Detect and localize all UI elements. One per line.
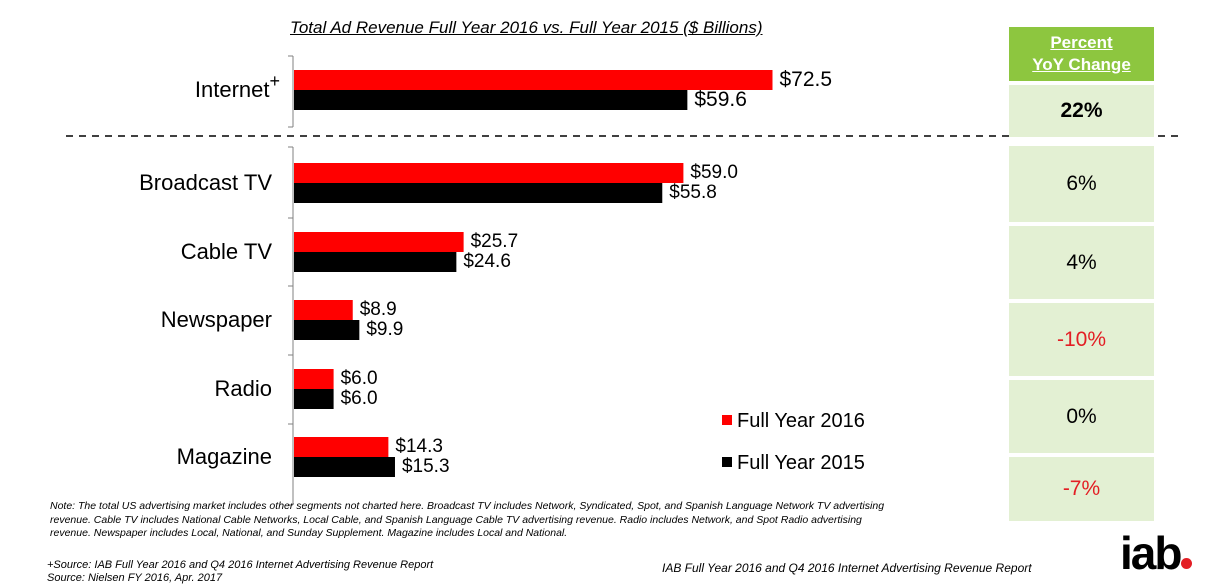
internet-superscript: + (269, 71, 280, 91)
legend-swatch-red (722, 414, 732, 425)
data-label: $8.9 (359, 299, 397, 320)
bar-broadcast-tv-2016 (294, 163, 684, 183)
logo-dot (1181, 558, 1193, 569)
bar-cable-tv-2015 (294, 252, 457, 272)
yoy-header-line1: Percent (1050, 33, 1113, 52)
footer-report-title: IAB Full Year 2016 and Q4 2016 Internet … (662, 561, 1032, 575)
legend-swatch-black (722, 456, 732, 467)
legend-item-2015: Full Year 2015 (722, 452, 865, 475)
bar-broadcast-tv-2015 (294, 183, 663, 203)
footnote: Note: The total US advertising market in… (50, 500, 885, 539)
legend-label-2015: Full Year 2015 (737, 452, 865, 474)
bar-newspaper-2015 (294, 320, 360, 340)
bar-newspaper-2016 (294, 300, 353, 320)
data-label: $55.8 (669, 182, 717, 203)
source-line-2: Source: Nielsen FY 2016, Apr. 2017 (47, 572, 223, 584)
yoy-header-line2: YoY Change (1032, 55, 1131, 74)
data-label: $59.6 (694, 88, 747, 111)
legend-item-2016: Full Year 2016 (722, 410, 865, 433)
category-label: Cable TV (180, 239, 272, 264)
category-label: Newspaper (160, 307, 272, 332)
chart-title: Total Ad Revenue Full Year 2016 vs. Full… (290, 18, 763, 37)
data-label: $15.3 (401, 456, 450, 477)
yoy-value: 22% (1009, 85, 1154, 137)
category-label: Internet+ (194, 71, 280, 102)
category-label: Magazine (176, 444, 272, 469)
yoy-value: -10% (1009, 303, 1154, 376)
bar-internet-2015 (294, 90, 688, 110)
bar-cable-tv-2016 (294, 232, 464, 252)
category-label: Radio (214, 376, 272, 401)
data-label: $9.9 (366, 319, 404, 340)
iab-logo: iab (1120, 527, 1193, 579)
data-label: $14.3 (395, 436, 443, 457)
yoy-value: 6% (1009, 146, 1154, 222)
data-label: $25.7 (470, 231, 519, 252)
category-label: Broadcast TV (139, 170, 272, 195)
bar-internet-2016 (294, 70, 773, 90)
yoy-value: 0% (1009, 380, 1154, 453)
bar-magazine-2015 (294, 457, 395, 477)
source-line-1: +Source: IAB Full Year 2016 and Q4 2016 … (47, 559, 434, 571)
data-label: $59.0 (690, 162, 738, 183)
legend-label-2016: Full Year 2016 (737, 410, 865, 432)
yoy-value: 4% (1009, 226, 1154, 299)
yoy-header: Percent YoY Change (1009, 27, 1154, 81)
data-label: $6.0 (340, 388, 378, 409)
data-label: $72.5 (779, 68, 833, 91)
data-label: $6.0 (340, 368, 378, 389)
bar-radio-2015 (294, 389, 334, 409)
data-label: $24.6 (463, 251, 511, 272)
yoy-value: -7% (1009, 457, 1154, 521)
logo-text: iab (1120, 527, 1182, 579)
bar-magazine-2016 (294, 437, 389, 457)
bar-radio-2016 (294, 369, 334, 389)
